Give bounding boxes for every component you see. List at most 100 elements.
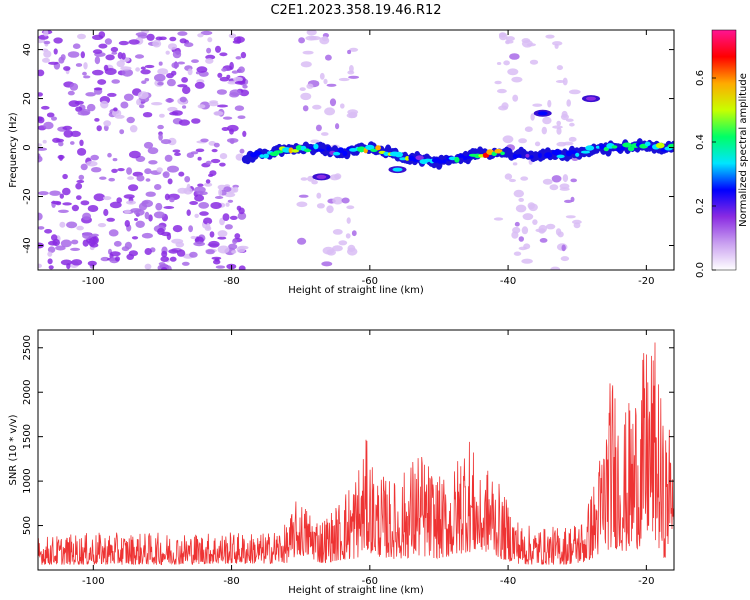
snr-marks xyxy=(38,342,674,566)
noise-blob xyxy=(542,116,552,125)
noise-blob xyxy=(223,186,232,192)
noise-blob xyxy=(137,91,149,99)
noise-blob xyxy=(124,220,130,227)
noise-blob xyxy=(99,176,107,180)
noise-blob xyxy=(297,237,307,245)
noise-blob xyxy=(210,158,221,164)
noise-blob xyxy=(177,31,188,36)
noise-blob xyxy=(325,54,332,61)
noise-blob xyxy=(43,30,49,37)
noise-blob xyxy=(565,118,574,122)
noise-blob xyxy=(231,250,237,254)
noise-blob xyxy=(554,43,559,49)
noise-blob xyxy=(144,211,150,220)
noise-blob xyxy=(85,92,96,97)
noise-blob xyxy=(232,40,242,44)
noise-blob xyxy=(505,39,510,45)
noise-blob xyxy=(144,168,152,175)
noise-blob xyxy=(123,93,134,102)
noise-blob xyxy=(62,125,73,131)
noise-blob xyxy=(144,263,152,270)
noise-blob xyxy=(315,124,322,132)
noise-blob xyxy=(116,60,125,68)
noise-blob xyxy=(161,267,168,270)
noise-blob xyxy=(518,138,527,144)
snr-y-label: SNR (10 * v/v) xyxy=(8,414,19,485)
noise-blob xyxy=(549,184,559,191)
noise-blob xyxy=(126,116,135,124)
noise-blob xyxy=(138,202,148,211)
noise-blob xyxy=(75,106,83,112)
ridge-hotspot xyxy=(349,148,358,152)
noise-blob xyxy=(83,62,88,70)
noise-blob xyxy=(117,52,123,59)
noise-blob xyxy=(103,196,112,201)
snr-x-tick-label: -60 xyxy=(362,576,378,587)
noise-blob xyxy=(561,110,568,118)
noise-blob xyxy=(68,100,80,107)
noise-blob xyxy=(91,233,99,237)
noise-blob xyxy=(559,187,570,191)
noise-blob xyxy=(181,77,189,83)
noise-blob xyxy=(236,246,246,253)
noise-blob xyxy=(165,50,170,55)
noise-blob xyxy=(222,116,233,120)
spectrogram-y-tick-label: 40 xyxy=(22,43,33,56)
noise-blob xyxy=(232,238,238,244)
noise-blob xyxy=(222,213,230,222)
noise-blob xyxy=(178,119,190,126)
noise-blob xyxy=(97,223,107,228)
noise-blob xyxy=(38,147,48,151)
colorbar-ramp xyxy=(712,30,736,270)
noise-blob xyxy=(213,142,220,148)
noise-blob xyxy=(186,183,191,192)
noise-blob xyxy=(109,251,121,257)
noise-blob xyxy=(497,88,507,94)
spectrogram-x-tick-label: -60 xyxy=(362,276,378,287)
noise-blob xyxy=(229,128,234,135)
noise-blob xyxy=(186,152,195,158)
noise-blob xyxy=(556,120,561,126)
noise-blob xyxy=(94,56,101,65)
noise-blob xyxy=(182,86,191,95)
ridge-hotspot xyxy=(442,159,447,164)
noise-blob xyxy=(129,150,141,159)
noise-blob xyxy=(142,112,153,118)
noise-blob xyxy=(217,245,230,254)
noise-blob xyxy=(55,245,66,251)
noise-blob xyxy=(89,242,99,248)
noise-blob xyxy=(130,208,142,213)
noise-blob xyxy=(229,89,242,96)
noise-blob xyxy=(96,125,102,132)
noise-blob xyxy=(167,165,179,173)
noise-blob xyxy=(316,203,325,209)
noise-blob xyxy=(198,202,210,209)
noise-blob xyxy=(160,139,172,145)
noise-blob xyxy=(348,75,360,79)
colorbar-tick-label: 0.4 xyxy=(695,134,706,150)
noise-blob xyxy=(234,80,246,85)
noise-blob xyxy=(214,196,224,199)
noise-blob xyxy=(48,61,59,65)
noise-blob xyxy=(80,163,88,171)
ridge-hotspot xyxy=(595,145,601,149)
noise-blob xyxy=(79,139,84,146)
noise-blob xyxy=(206,223,211,230)
noise-blob xyxy=(224,224,233,230)
noise-blob xyxy=(49,190,61,196)
noise-blob xyxy=(159,113,165,118)
noise-blob xyxy=(200,138,209,143)
noise-blob xyxy=(141,80,147,84)
noise-blob xyxy=(154,73,166,82)
noise-blob xyxy=(238,66,245,73)
noise-blob xyxy=(235,153,244,161)
noise-blob xyxy=(167,178,173,185)
noise-blob xyxy=(158,61,163,66)
noise-blob xyxy=(203,217,213,225)
noise-blob xyxy=(210,202,222,209)
noise-blob xyxy=(493,217,504,221)
noise-blob xyxy=(228,33,237,39)
noise-blob xyxy=(207,37,213,43)
noise-blob xyxy=(229,61,234,70)
